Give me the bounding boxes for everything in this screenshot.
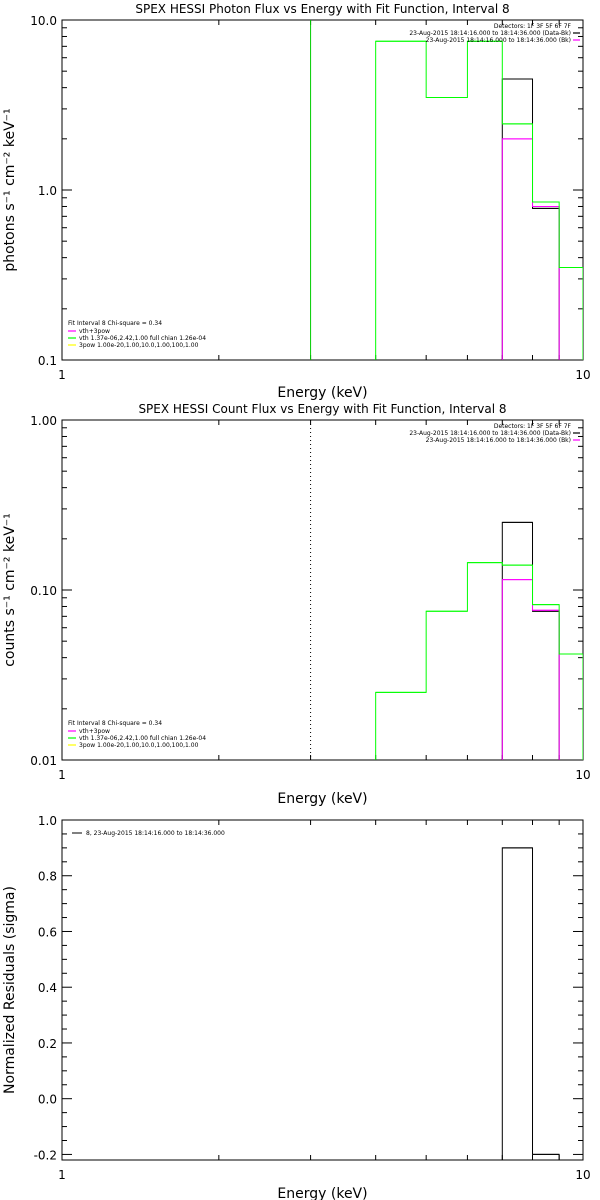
x-tick-label: 10 [575,768,590,782]
y-tick-label: 1.00 [30,414,57,428]
y-tick-label: 0.10 [30,584,57,598]
legend-entry: 3pow 1.00e-20,1.00,10.0,1.00,100,1.00 [79,742,199,749]
series-2 [375,40,583,360]
detectors-label: Detectors: 1F 3F 5F 6F 7F [494,23,572,30]
resid-panel: 1 10 -0.2 0.0 0.2 0.4 0.6 0.8 1.0 Energy (keV) Nor… [2,814,591,1200]
legend-entry: vth+3pow [79,728,110,735]
series-line [501,138,560,360]
y-axis-label: counts s⁻¹ cm⁻² keV⁻¹ [2,513,18,667]
series-line [501,78,560,360]
legend-entry: 8, 23-Aug-2015 18:14:16.000 to 18:14:36.… [86,830,225,837]
x-tick-label: 1 [58,768,66,782]
count-panel: SPEX HESSI Count Flux vs Energy with Fit… [2,402,591,807]
time-interval-label: 23-Aug-2015 18:14:16.000 to 18:14:36.000… [426,37,571,44]
series-0 [501,78,560,360]
legend-entry: 3pow 1.00e-20,1.00,10.0,1.00,100,1.00 [79,342,199,349]
detectors-label: Detectors: 1F 3F 5F 6F 7F [494,423,572,430]
legend-entry: vth+3pow [79,328,110,335]
legend-entry: vth 1.37e-06,2.42,1.00 full chian 1.26e-… [79,335,206,342]
time-interval-label: 23-Aug-2015 18:14:16.000 to 18:14:36.000… [409,430,571,437]
y-tick-label: 10.0 [30,14,57,28]
plot-area [375,521,583,760]
y-tick-label: -0.2 [34,1148,57,1162]
y-tick-label: 0.4 [38,981,57,995]
chart-title: SPEX HESSI Count Flux vs Energy with Fit… [138,402,506,416]
y-tick-label: 1.0 [38,184,57,198]
series-1 [501,579,560,760]
y-tick-label: 0.01 [30,754,57,768]
x-axis-label: Energy (keV) [277,385,367,401]
y-tick-label: 0.2 [38,1037,57,1051]
y-tick-label: 0.1 [38,354,57,368]
x-tick-label: 1 [58,368,66,382]
plot-frame [61,19,584,361]
series-1 [501,138,560,360]
photon-panel: SPEX HESSI Photon Flux vs Energy with Fi… [2,2,591,401]
plot-area [375,40,583,360]
series-line [501,847,560,1160]
y-tick-label: 0.8 [38,870,57,884]
time-interval-label: 23-Aug-2015 18:14:16.000 to 18:14:36.000… [409,30,571,37]
series-0 [501,847,560,1160]
y-axis-label: Normalized Residuals (sigma) [2,886,18,1094]
time-interval-label: 23-Aug-2015 18:14:16.000 to 18:14:36.000… [426,437,571,444]
x-tick-label: 1 [58,1168,66,1182]
fit-summary: Fit Interval 8 Chi-square = 0.34 [68,720,162,727]
series-line [375,562,583,760]
series-2 [375,562,583,760]
x-axis-label: Energy (keV) [277,1186,367,1200]
plot-frame [61,819,584,1161]
legend-entry: vth 1.37e-06,2.42,1.00 full chian 1.26e-… [79,735,206,742]
y-tick-label: 1.0 [38,814,57,828]
fit-summary: Fit Interval 8 Chi-square = 0.34 [68,320,162,327]
series-line [501,579,560,760]
y-tick-label: 0.6 [38,925,57,939]
plot-area [501,847,560,1160]
series-line [375,40,583,360]
series-line [501,521,560,760]
plot-frame [61,419,584,761]
series-0 [501,521,560,760]
x-tick-label: 10 [575,368,590,382]
x-tick-label: 10 [575,1168,590,1182]
y-tick-label: 0.0 [38,1093,57,1107]
chart-title: SPEX HESSI Photon Flux vs Energy with Fi… [135,2,509,16]
y-axis-label: photons s⁻¹ cm⁻² keV⁻¹ [2,108,18,271]
x-axis-label: Energy (keV) [277,791,367,807]
